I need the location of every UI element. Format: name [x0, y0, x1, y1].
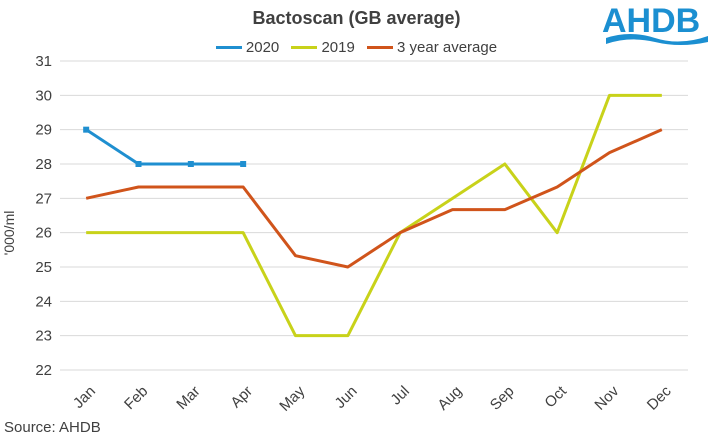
y-tick-label: 26: [35, 225, 52, 242]
series-line-1: [86, 93, 662, 338]
chart-title: Bactoscan (GB average): [252, 8, 461, 28]
y-tick-label: 30: [35, 87, 52, 104]
legend-swatch-3yr-average: [367, 46, 393, 49]
legend: 2020 2019 3 year average: [0, 36, 713, 56]
y-tick-label: 25: [35, 259, 52, 276]
legend-swatch-2020: [215, 46, 242, 49]
y-tick-label: 27: [35, 190, 52, 207]
legend-swatch-2019: [291, 46, 318, 49]
x-tick-label: Aug: [434, 383, 465, 414]
x-tick-label: Oct: [541, 382, 570, 411]
series-point-0: [83, 126, 90, 133]
y-tick-labels: 22 23 24 25 26 27 28 29 30 31: [35, 53, 52, 379]
x-tick-label: Dec: [644, 382, 675, 413]
logo-wave-icon: [606, 34, 708, 45]
legend-label-2019: 2019: [321, 39, 355, 56]
x-tick-label: Nov: [591, 382, 622, 413]
y-tick-label: 24: [35, 293, 52, 310]
y-tick-label: 28: [35, 156, 52, 173]
legend-item-2019: 2019: [291, 39, 355, 56]
source-note: Source: AHDB: [4, 419, 101, 436]
gridlines: [60, 60, 688, 371]
x-tick-label: May: [276, 382, 308, 414]
series-point-0: [240, 161, 247, 167]
legend-item-2020: 2020: [215, 39, 280, 56]
series-line-2: [85, 128, 663, 269]
y-tick-label: 22: [35, 362, 52, 379]
x-tick-label: Jun: [332, 383, 361, 412]
ahdb-logo: AHDB: [602, 2, 708, 45]
x-tick-labels: Jan Feb Mar Apr May Jun Jul Aug Sep Oct Nov Dec: [70, 382, 675, 415]
series-lines: [83, 93, 663, 338]
x-tick-label: Sep: [487, 383, 518, 414]
y-tick-label: 29: [35, 122, 52, 139]
y-axis-label: '000/ml: [1, 211, 17, 256]
legend-item-3yr-average: 3 year average: [367, 39, 497, 56]
x-tick-label: Feb: [121, 383, 151, 413]
series-line-0: [85, 128, 244, 166]
x-tick-label: Mar: [173, 383, 203, 413]
logo-text: AHDB: [602, 2, 700, 40]
legend-label-2020: 2020: [245, 39, 280, 56]
legend-label-3yr-average: 3 year average: [397, 39, 498, 56]
x-tick-label: Jul: [387, 383, 413, 409]
y-tick-label: 31: [35, 53, 52, 70]
y-tick-label: 23: [35, 328, 52, 345]
x-tick-label: Apr: [227, 383, 256, 412]
series-point-0: [187, 161, 194, 167]
series-point-0: [135, 161, 142, 167]
x-tick-label: Jan: [70, 383, 99, 412]
